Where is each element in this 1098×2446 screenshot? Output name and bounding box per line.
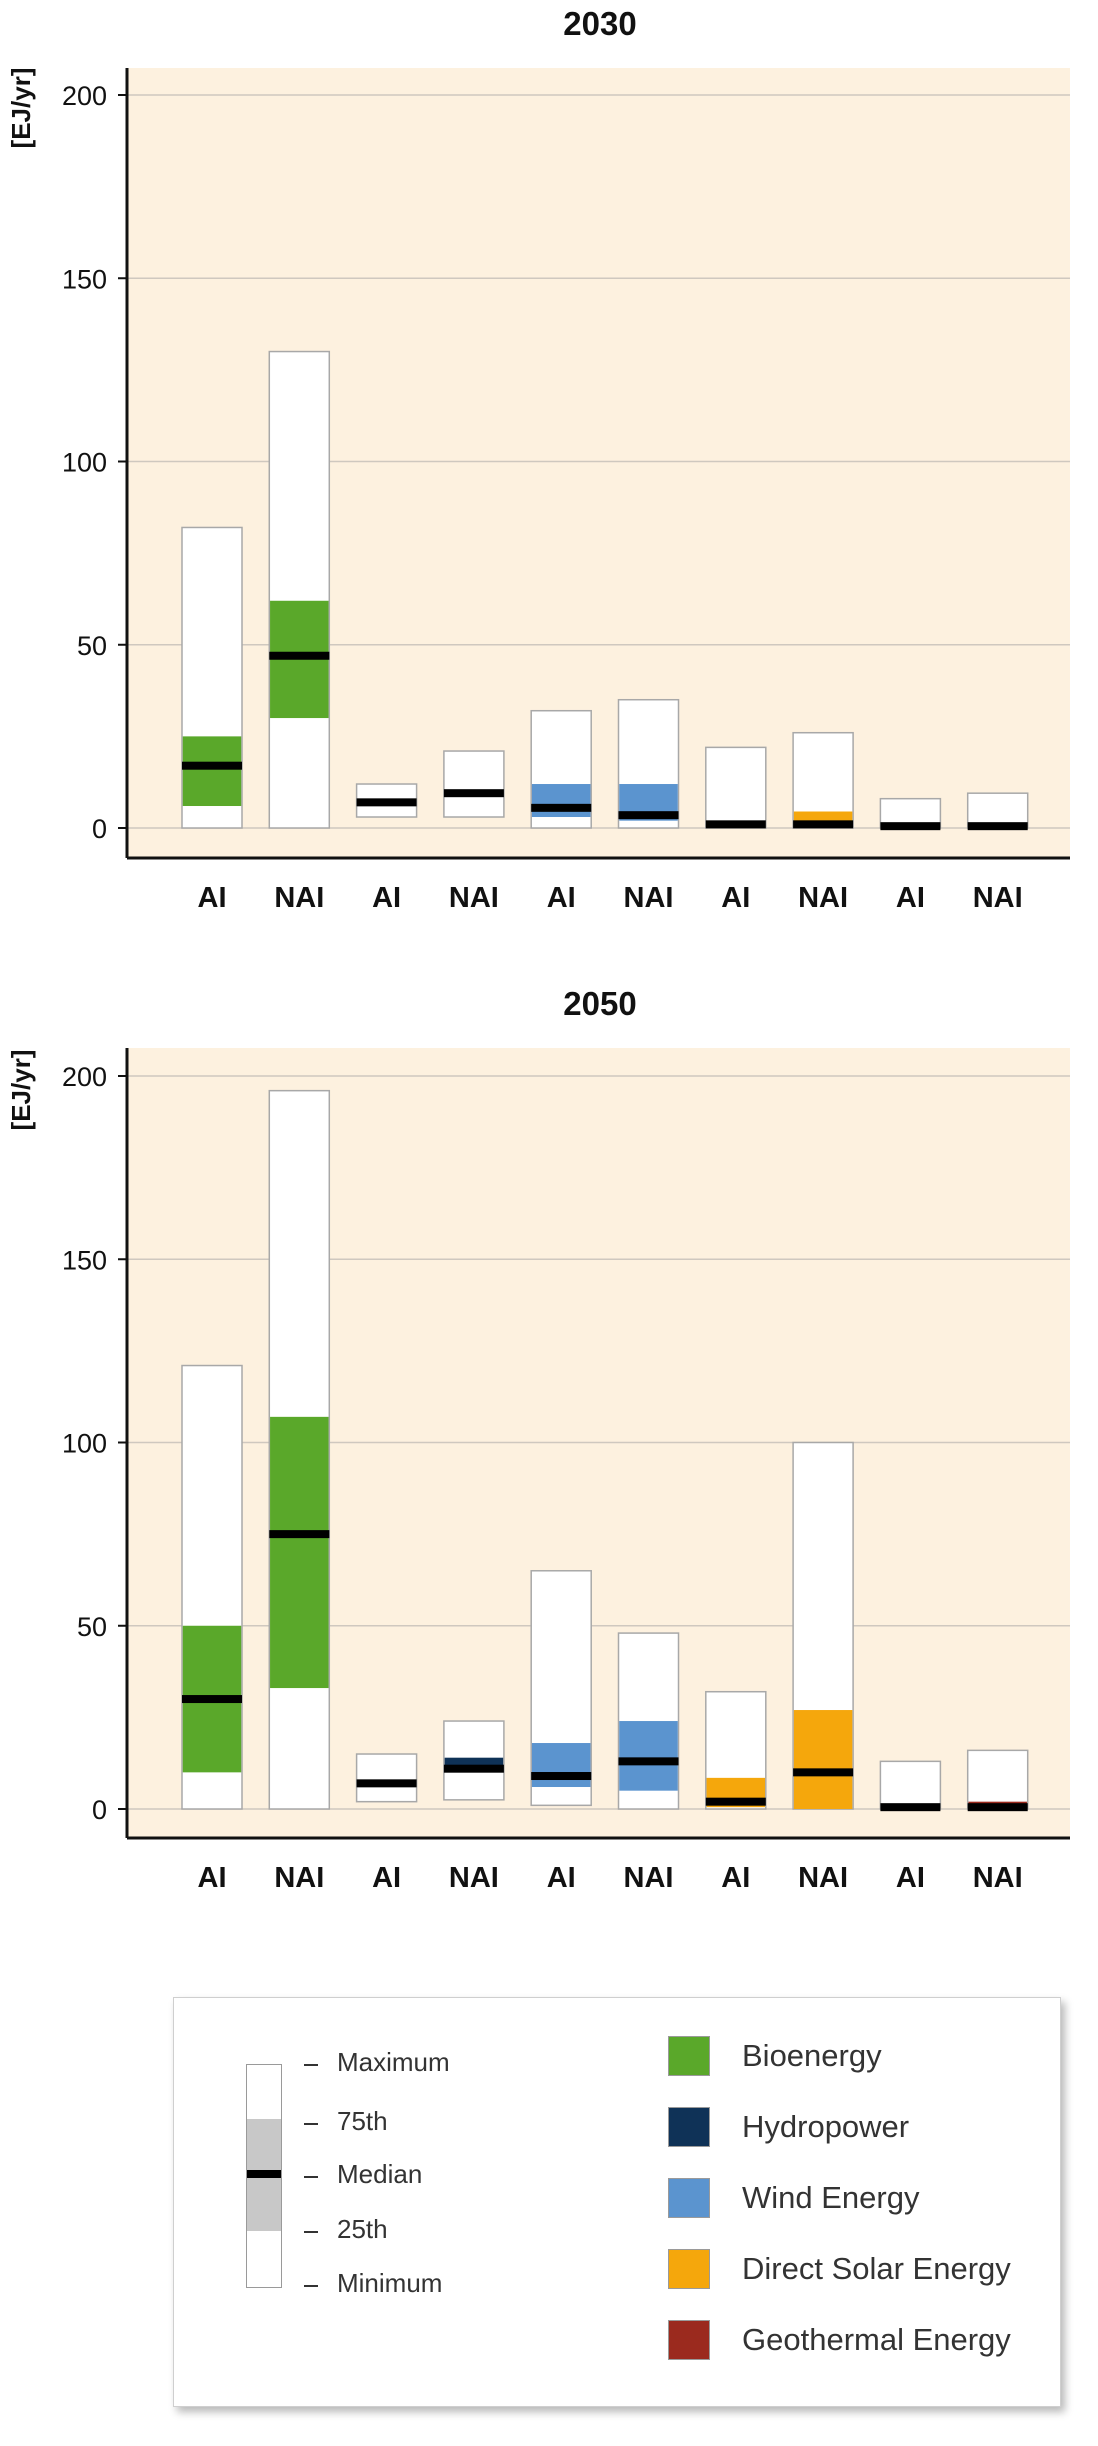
iqr-box-2050-5 <box>619 1721 678 1791</box>
median-line-2030-3 <box>443 789 504 798</box>
median-line-2050-4 <box>531 1772 592 1781</box>
legend: Maximum 75th Median 25th Minimum Bioener… <box>173 1997 1061 2407</box>
x-tick-label-2050-0: AI <box>198 1862 227 1894</box>
median-line-2030-5 <box>618 811 679 820</box>
x-tick-label-2050-1: NAI <box>274 1862 324 1894</box>
y-tick-label-50: 50 <box>77 1612 107 1642</box>
range-box-2030-3 <box>443 750 505 818</box>
x-tick-label-2030-0: AI <box>198 882 227 914</box>
median-line-2050-8 <box>880 1803 941 1812</box>
iqr-box-2030-0 <box>182 736 242 807</box>
x-tick-label-2050-7: NAI <box>798 1862 848 1894</box>
x-tick-label-2050-5: NAI <box>624 1862 674 1894</box>
iqr-box-2050-4 <box>531 1743 591 1788</box>
iqr-box-2050-1 <box>270 1416 329 1689</box>
x-tick-label-2030-9: NAI <box>973 882 1023 914</box>
range-box-2030-6 <box>705 746 767 829</box>
legend-swatch-direct-solar-energy <box>668 2249 710 2289</box>
legend-key-median-line <box>247 2170 281 2178</box>
y-axis-label-2050: [EJ/yr] <box>6 1050 36 1131</box>
median-line-2050-9 <box>967 1803 1028 1812</box>
x-tick-label-2030-6: AI <box>721 882 750 914</box>
legend-label-bioenergy: Bioenergy <box>742 2038 882 2073</box>
y-tick-label-100: 100 <box>62 448 107 478</box>
range-box-2050-8 <box>879 1760 942 1810</box>
iqr-box-2030-4 <box>531 784 591 818</box>
legend-label-wind-energy: Wind Energy <box>742 2180 920 2215</box>
legend-key-median-dash <box>304 2176 318 2178</box>
legend-label-hydropower: Hydropower <box>742 2109 910 2144</box>
legend-key-75th: 75th <box>337 2106 388 2136</box>
x-tick-label-2030-3: NAI <box>449 882 499 914</box>
median-line-2050-1 <box>269 1530 330 1539</box>
y-tick-label-150: 150 <box>62 264 107 294</box>
median-line-2050-0 <box>182 1695 242 1704</box>
y-tick-label-100: 100 <box>62 1429 107 1459</box>
y-tick-label-0: 0 <box>92 1795 107 1825</box>
median-line-2030-0 <box>182 761 242 770</box>
legend-key-minimum: Minimum <box>337 2268 443 2298</box>
x-tick-label-2050-4: AI <box>547 1862 576 1894</box>
legend-key-median: Median <box>337 2159 423 2189</box>
median-line-2050-6 <box>705 1797 766 1806</box>
legend-key-maximum: Maximum <box>337 2047 450 2077</box>
charts-canvas: 0 50 100 150 200 2030 [EJ/yr] AI NAI AI NAI AI NAI AI… <box>6 5 1070 1894</box>
y-tick-label-200: 200 <box>62 1062 107 1092</box>
x-tick-label-2050-3: NAI <box>449 1862 499 1894</box>
y-tick-label-0: 0 <box>92 814 107 844</box>
legend-key-max-dash <box>304 2064 318 2066</box>
x-tick-label-2030-5: NAI <box>624 882 674 914</box>
median-line-2050-5 <box>618 1757 679 1766</box>
legend-swatch-hydropower <box>668 2107 710 2147</box>
median-line-2030-9 <box>967 822 1028 831</box>
median-line-2030-7 <box>793 820 854 829</box>
median-line-2050-7 <box>793 1768 854 1777</box>
legend-key-25th: 25th <box>337 2214 388 2244</box>
x-tick-label-2050-2: AI <box>372 1862 401 1894</box>
legend-label-geothermal-energy: Geothermal Energy <box>742 2322 1011 2357</box>
median-line-2030-1 <box>269 651 330 660</box>
y-tick-label-200: 200 <box>62 81 107 111</box>
chart-title-2050: 2050 <box>563 985 636 1022</box>
range-box-2030-1 <box>268 350 331 829</box>
legend-label-direct-solar-energy: Direct Solar Energy <box>742 2251 1011 2286</box>
range-box-2050-2 <box>355 1753 418 1803</box>
legend-key-q3-dash <box>304 2123 318 2125</box>
x-tick-label-2030-4: AI <box>547 882 576 914</box>
legend-swatch-bioenergy <box>668 2036 710 2076</box>
x-tick-label-2050-9: NAI <box>973 1862 1023 1894</box>
x-tick-label-2050-6: AI <box>721 1862 750 1894</box>
y-tick-label-50: 50 <box>77 631 107 661</box>
iqr-box-2050-7 <box>793 1710 853 1809</box>
median-line-2050-3 <box>443 1764 504 1773</box>
plot-background-2030 <box>127 68 1070 858</box>
chart-title-2030: 2030 <box>563 5 636 42</box>
legend-swatch-wind-energy <box>668 2178 710 2218</box>
range-box-2050-9 <box>966 1749 1029 1810</box>
x-tick-label-2030-7: NAI <box>798 882 848 914</box>
x-tick-label-2050-8: AI <box>896 1862 925 1894</box>
legend-key-min-dash <box>304 2285 318 2287</box>
x-tick-label-2030-2: AI <box>372 882 401 914</box>
legend-key-q1-dash <box>304 2231 318 2233</box>
y-tick-label-150: 150 <box>62 1245 107 1275</box>
median-line-2050-2 <box>356 1779 417 1788</box>
y-axis-label-2030: [EJ/yr] <box>6 68 36 149</box>
median-line-2030-4 <box>531 803 592 812</box>
median-line-2030-6 <box>705 820 766 829</box>
x-tick-label-2030-1: NAI <box>274 882 324 914</box>
x-tick-label-2030-8: AI <box>896 882 925 914</box>
median-line-2030-8 <box>880 822 941 831</box>
legend-swatch-geothermal-energy <box>668 2320 710 2360</box>
median-line-2030-2 <box>356 798 417 807</box>
